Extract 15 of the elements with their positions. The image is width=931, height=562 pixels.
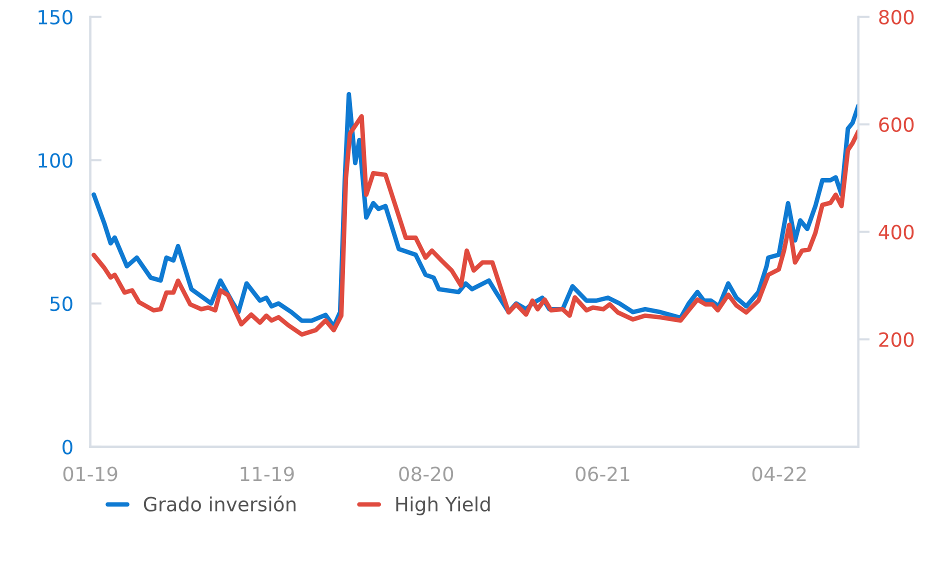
y-tick-label: 150 — [38, 10, 72, 25]
y2-tick-label: 200 — [879, 332, 914, 347]
x-tick-label: 04-22 — [752, 466, 806, 482]
y2-tick-label: 600 — [879, 117, 914, 132]
y2-tick-label: 800 — [879, 10, 914, 25]
y-tick-label: 0 — [62, 440, 72, 454]
x-tick-label: 08-20 — [399, 466, 454, 482]
x-tick-label: 01-19 — [63, 466, 118, 482]
x-tick-label: 06-21 — [576, 466, 630, 482]
y2-tick-label: 400 — [878, 224, 914, 240]
y-tick-label: 50 — [50, 296, 72, 312]
y-tick-label: 100 — [38, 153, 72, 168]
x-tick-label: 11-19 — [240, 466, 294, 482]
legend-label: High Yield — [396, 496, 490, 516]
legend-label: Grado inversión — [144, 496, 296, 512]
